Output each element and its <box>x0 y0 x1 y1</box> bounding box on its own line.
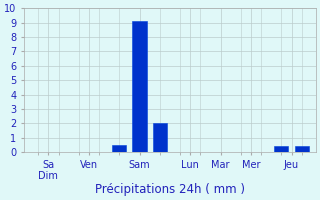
Bar <box>132 21 147 152</box>
Bar <box>274 146 288 152</box>
Bar <box>112 145 126 152</box>
Bar <box>153 123 167 152</box>
X-axis label: Précipitations 24h ( mm ): Précipitations 24h ( mm ) <box>95 183 245 196</box>
Bar <box>294 146 309 152</box>
